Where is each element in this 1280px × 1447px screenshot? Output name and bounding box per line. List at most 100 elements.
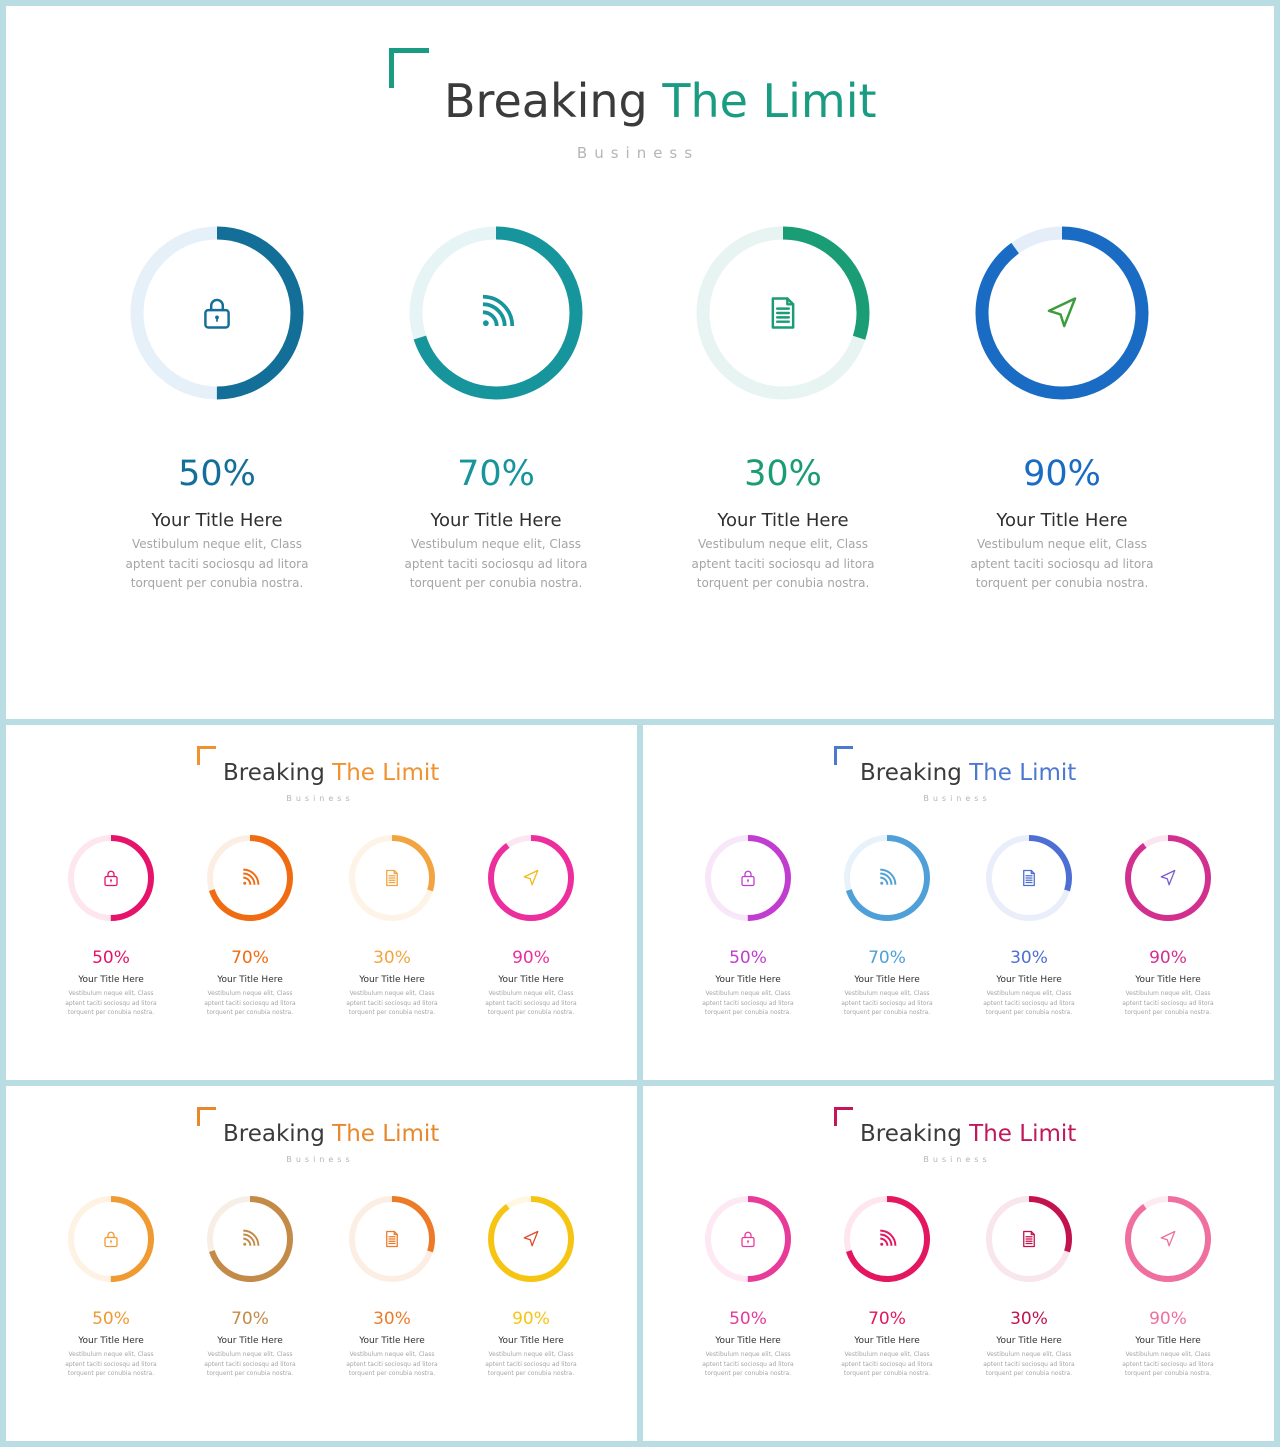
percentage-label: 50% bbox=[92, 1309, 130, 1329]
navigation-arrow-icon bbox=[1160, 869, 1176, 886]
slide-title: Breaking The Limit bbox=[860, 760, 1076, 786]
percentage-label: 70% bbox=[457, 454, 535, 494]
item-description: Vestibulum neque elit, Class aptent taci… bbox=[485, 990, 577, 1016]
item-description: Vestibulum neque elit, Class aptent taci… bbox=[702, 990, 794, 1016]
percentage-label: 70% bbox=[231, 948, 269, 968]
progress-ring bbox=[1125, 835, 1211, 921]
progress-ring bbox=[207, 1196, 293, 1282]
corner-bracket-decoration bbox=[834, 1107, 853, 1126]
percentage-label: 50% bbox=[92, 948, 130, 968]
item-title: Your Title Here bbox=[217, 1336, 283, 1346]
item-title: Your Title Here bbox=[715, 975, 781, 985]
corner-bracket-decoration bbox=[389, 48, 429, 88]
navigation-arrow-icon bbox=[1160, 1230, 1176, 1247]
slide-subtitle: Business bbox=[923, 794, 991, 803]
progress-ring-fill bbox=[488, 835, 574, 921]
percentage-label: 90% bbox=[1149, 948, 1187, 968]
item-title: Your Title Here bbox=[78, 1336, 144, 1346]
percentage-label: 90% bbox=[512, 948, 550, 968]
progress-ring bbox=[488, 835, 574, 921]
percentage-label: 30% bbox=[373, 1309, 411, 1329]
item-description: Vestibulum neque elit, Class aptent taci… bbox=[1122, 990, 1214, 1016]
slide-orange-variant: Breaking The Limit Business 50% Your Title… bbox=[6, 725, 637, 1080]
progress-ring bbox=[705, 835, 791, 921]
progress-ring bbox=[705, 1196, 791, 1282]
item-description: Vestibulum neque elit, Class aptent taci… bbox=[841, 990, 933, 1016]
rss-icon bbox=[880, 868, 897, 885]
slide-title-part2: The Limit bbox=[662, 74, 877, 128]
progress-ring bbox=[1125, 1196, 1211, 1282]
corner-bracket-decoration bbox=[197, 746, 216, 765]
slide-title: Breaking The Limit bbox=[223, 1121, 439, 1147]
progress-ring-fill bbox=[844, 835, 930, 921]
document-icon bbox=[1023, 1230, 1035, 1248]
progress-ring-fill bbox=[986, 1196, 1072, 1282]
slide-title-part2: The Limit bbox=[332, 760, 440, 786]
document-icon bbox=[386, 869, 398, 887]
percentage-label: 90% bbox=[512, 1309, 550, 1329]
slide-title-part1: Breaking bbox=[223, 760, 333, 786]
item-description: Vestibulum neque elit, Class aptent taci… bbox=[485, 1351, 577, 1377]
progress-ring-fill bbox=[705, 835, 791, 921]
item-title: Your Title Here bbox=[359, 1336, 425, 1346]
slide-title-part2: The Limit bbox=[969, 760, 1077, 786]
rss-icon bbox=[243, 868, 260, 885]
slide-title: Breaking The Limit bbox=[444, 74, 877, 128]
slide-title-part2: The Limit bbox=[969, 1121, 1077, 1147]
progress-ring-fill bbox=[409, 226, 583, 400]
item-description: Vestibulum neque elit, Class aptent taci… bbox=[204, 990, 296, 1016]
slide-title-part1: Breaking bbox=[860, 760, 970, 786]
corner-bracket-decoration bbox=[834, 746, 853, 765]
percentage-label: 90% bbox=[1023, 454, 1101, 494]
progress-ring bbox=[986, 835, 1072, 921]
progress-ring bbox=[349, 1196, 435, 1282]
progress-ring-fill bbox=[975, 226, 1149, 400]
item-title: Your Title Here bbox=[1135, 1336, 1201, 1346]
slide-title-part2: The Limit bbox=[332, 1121, 440, 1147]
progress-ring-fill bbox=[488, 1196, 574, 1282]
item-description: Vestibulum neque elit, Class aptent taci… bbox=[65, 990, 157, 1016]
slide-crimson-variant: Breaking The Limit Business 50% Your Title… bbox=[643, 1086, 1274, 1441]
lock-icon bbox=[741, 870, 755, 887]
item-title: Your Title Here bbox=[717, 510, 849, 531]
slide-main: Breaking The Limit Business 50% Your Title… bbox=[6, 6, 1274, 719]
item-description: Vestibulum neque elit, Class aptent taci… bbox=[983, 1351, 1075, 1377]
lock-icon bbox=[741, 1231, 755, 1248]
item-description: Vestibulum neque elit, Class aptent taci… bbox=[841, 1351, 933, 1377]
progress-ring-fill bbox=[207, 1196, 293, 1282]
progress-ring-fill bbox=[349, 835, 435, 921]
progress-ring-fill bbox=[68, 835, 154, 921]
navigation-arrow-icon bbox=[523, 869, 539, 886]
document-icon bbox=[386, 1230, 398, 1248]
rss-icon bbox=[243, 1229, 260, 1246]
item-title: Your Title Here bbox=[1135, 975, 1201, 985]
item-title: Your Title Here bbox=[715, 1336, 781, 1346]
item-title: Your Title Here bbox=[498, 1336, 564, 1346]
percentage-label: 90% bbox=[1149, 1309, 1187, 1329]
item-title: Your Title Here bbox=[78, 975, 144, 985]
progress-ring bbox=[975, 226, 1149, 400]
item-description: Vestibulum neque elit, Class aptent taci… bbox=[1122, 1351, 1214, 1377]
navigation-arrow-icon bbox=[523, 1230, 539, 1247]
progress-ring bbox=[68, 835, 154, 921]
percentage-label: 30% bbox=[1010, 948, 1048, 968]
item-description: Vestibulum neque elit, Class aptent taci… bbox=[404, 537, 588, 590]
slide-amber-variant: Breaking The Limit Business 50% Your Title… bbox=[6, 1086, 637, 1441]
navigation-arrow-icon bbox=[1047, 297, 1077, 328]
progress-ring bbox=[844, 1196, 930, 1282]
item-title: Your Title Here bbox=[430, 510, 562, 531]
item-description: Vestibulum neque elit, Class aptent taci… bbox=[65, 1351, 157, 1377]
lock-icon bbox=[104, 1231, 118, 1248]
rss-icon bbox=[482, 294, 515, 327]
slide-subtitle: Business bbox=[923, 1155, 991, 1164]
item-title: Your Title Here bbox=[854, 975, 920, 985]
corner-bracket-decoration bbox=[197, 1107, 216, 1126]
item-title: Your Title Here bbox=[854, 1336, 920, 1346]
progress-ring bbox=[488, 1196, 574, 1282]
lock-icon bbox=[204, 298, 230, 329]
slide-title-part1: Breaking bbox=[444, 74, 663, 128]
slide-subtitle: Business bbox=[286, 794, 354, 803]
progress-ring bbox=[844, 835, 930, 921]
progress-ring-fill bbox=[207, 835, 293, 921]
item-title: Your Title Here bbox=[217, 975, 283, 985]
